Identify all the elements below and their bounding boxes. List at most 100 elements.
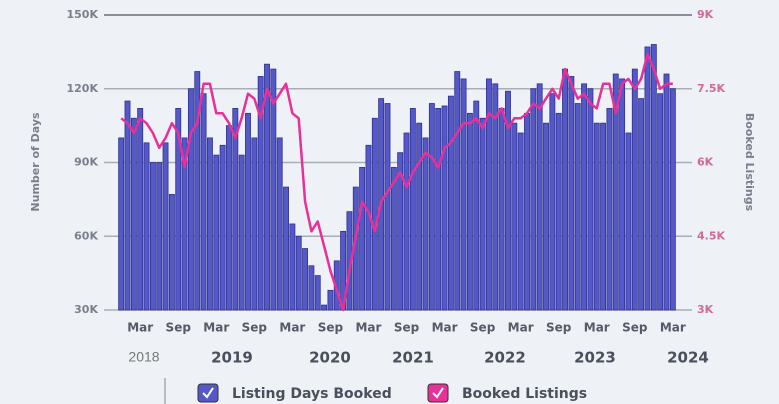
bar bbox=[226, 125, 232, 311]
bar bbox=[555, 112, 562, 311]
y2-tick-label: 3K bbox=[697, 303, 714, 316]
y-axis-title: Number of Days bbox=[29, 112, 42, 212]
bar bbox=[162, 142, 169, 311]
bar bbox=[245, 112, 251, 311]
bar bbox=[156, 162, 163, 311]
bar bbox=[460, 78, 467, 311]
bar bbox=[321, 304, 328, 311]
bar bbox=[612, 73, 619, 311]
legend-checkbox[interactable] bbox=[197, 383, 219, 403]
bar bbox=[403, 132, 410, 311]
bar bbox=[581, 83, 587, 311]
legend-check bbox=[202, 387, 214, 399]
bar bbox=[213, 154, 220, 311]
y2-axis-title: Booked Listings bbox=[743, 113, 756, 212]
bar bbox=[314, 275, 321, 311]
bar bbox=[543, 122, 549, 311]
bar bbox=[232, 108, 239, 311]
legend-label[interactable]: Booked Listings bbox=[462, 386, 587, 402]
x-tick-label: Mar bbox=[203, 321, 229, 335]
year-label: 2022 bbox=[484, 349, 526, 367]
bar bbox=[149, 162, 156, 311]
bar bbox=[270, 68, 277, 311]
bar bbox=[416, 122, 423, 311]
y-tick-label: 90K bbox=[74, 156, 98, 169]
bar bbox=[409, 108, 416, 311]
bar bbox=[175, 108, 182, 311]
bar bbox=[631, 68, 638, 311]
x-tick-label: Sep bbox=[394, 321, 420, 335]
bar bbox=[447, 95, 454, 311]
legend-label[interactable]: Listing Days Booked bbox=[232, 386, 392, 402]
bar bbox=[638, 98, 645, 311]
year-label: 2018 bbox=[128, 349, 159, 365]
bar bbox=[587, 88, 594, 311]
bar bbox=[365, 144, 372, 311]
bar bbox=[238, 154, 245, 311]
year-label: 2023 bbox=[574, 349, 616, 367]
year-label: 2024 bbox=[667, 349, 709, 367]
line bbox=[120, 53, 673, 312]
x-tick-label: Mar bbox=[127, 321, 153, 335]
bar bbox=[219, 144, 226, 311]
bar bbox=[390, 167, 397, 311]
bar bbox=[371, 117, 378, 311]
x-tick-label: Mar bbox=[508, 321, 534, 335]
bar bbox=[302, 248, 308, 311]
bar bbox=[600, 122, 607, 311]
x-tick-label: Mar bbox=[660, 321, 686, 335]
y-tick-label: 60K bbox=[74, 229, 98, 242]
legend-check bbox=[432, 387, 444, 399]
year-label: 2020 bbox=[309, 349, 351, 367]
x-tick-label: Sep bbox=[242, 321, 268, 335]
bar bbox=[194, 71, 201, 311]
x-tick-label: Sep bbox=[546, 321, 572, 335]
bar bbox=[308, 265, 315, 311]
bar bbox=[454, 71, 461, 311]
bar bbox=[568, 76, 575, 311]
bar bbox=[251, 137, 258, 311]
bar bbox=[168, 194, 175, 311]
bar bbox=[644, 46, 651, 311]
bar bbox=[511, 122, 518, 311]
bar bbox=[207, 137, 213, 311]
bar bbox=[143, 142, 150, 311]
bar bbox=[359, 167, 366, 311]
y-tick-label: 150K bbox=[67, 8, 99, 21]
bar bbox=[257, 76, 264, 311]
bar bbox=[593, 122, 600, 311]
year-label: 2021 bbox=[392, 349, 434, 367]
bar bbox=[549, 93, 556, 311]
bar bbox=[650, 44, 657, 311]
bar bbox=[441, 105, 448, 311]
year-label: 2019 bbox=[211, 349, 253, 367]
bar bbox=[397, 152, 404, 311]
bar bbox=[384, 103, 391, 311]
bar bbox=[118, 137, 125, 311]
bar bbox=[517, 132, 524, 311]
bar bbox=[435, 108, 442, 311]
bar bbox=[619, 78, 626, 311]
bar bbox=[530, 88, 537, 311]
bar bbox=[422, 137, 429, 311]
x-tick-label: Sep bbox=[166, 321, 192, 335]
legend-checkbox[interactable] bbox=[427, 383, 449, 403]
x-tick-label: Mar bbox=[432, 321, 458, 335]
bar bbox=[505, 90, 511, 311]
bar bbox=[264, 63, 270, 311]
bar bbox=[295, 235, 302, 311]
bar bbox=[669, 88, 676, 311]
bar bbox=[536, 83, 543, 311]
y2-tick-label: 9K bbox=[697, 8, 714, 21]
bar bbox=[181, 137, 188, 311]
bar bbox=[327, 289, 334, 311]
bar bbox=[625, 132, 632, 311]
bar bbox=[428, 103, 435, 311]
y-tick-label: 30K bbox=[74, 303, 98, 316]
x-tick-label: Mar bbox=[584, 321, 610, 335]
bar bbox=[289, 223, 296, 311]
bar bbox=[657, 93, 664, 311]
bar bbox=[200, 93, 207, 311]
bar bbox=[124, 100, 131, 311]
